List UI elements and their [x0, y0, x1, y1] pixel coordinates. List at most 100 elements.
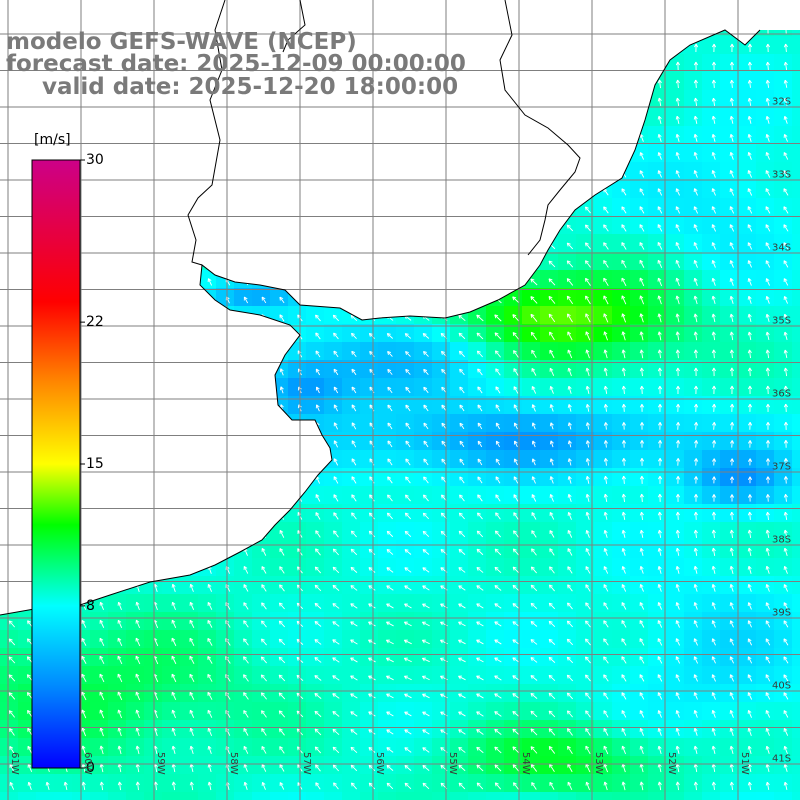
field-cell — [612, 486, 631, 505]
wind-arrow — [765, 367, 770, 377]
field-cell — [360, 792, 379, 800]
field-cell — [720, 774, 739, 793]
field-cell — [612, 648, 631, 667]
field-cell — [720, 720, 739, 739]
field-cell — [396, 738, 415, 757]
wind-arrow — [657, 115, 662, 124]
field-cell — [252, 774, 271, 793]
field-cell — [666, 486, 685, 505]
field-cell — [432, 702, 451, 721]
wind-arrow — [729, 476, 735, 484]
field-cell — [396, 720, 415, 739]
field-cell — [324, 342, 343, 361]
wind-arrow — [765, 331, 770, 341]
field-cell — [486, 450, 505, 469]
field-cell — [792, 468, 800, 487]
field-cell — [414, 558, 433, 577]
field-cell — [630, 666, 649, 685]
field-cell — [756, 684, 775, 703]
field-cell — [684, 594, 703, 613]
field-cell — [630, 432, 649, 451]
field-cell — [486, 468, 505, 487]
wind-arrow — [530, 331, 538, 341]
wind-arrow — [675, 422, 681, 430]
field-cell — [594, 450, 613, 469]
field-cell — [720, 468, 739, 487]
field-cell — [774, 414, 793, 433]
wind-arrow — [603, 242, 609, 250]
field-cell — [630, 162, 649, 181]
field-cell — [756, 270, 775, 289]
field-cell — [90, 792, 109, 800]
wind-arrow — [423, 494, 429, 502]
field-cell — [774, 576, 793, 595]
field-cell — [702, 594, 721, 613]
field-cell — [738, 342, 757, 361]
field-cell — [738, 558, 757, 577]
field-cell — [540, 540, 559, 559]
wind-arrow — [729, 277, 734, 286]
field-cell — [774, 54, 793, 73]
field-cell — [792, 270, 800, 289]
field-cell — [666, 90, 685, 109]
field-cell — [576, 756, 595, 775]
field-cell — [702, 126, 721, 145]
field-cell — [702, 774, 721, 793]
field-cell — [612, 432, 631, 451]
field-cell — [378, 576, 397, 595]
field-cell — [666, 450, 685, 469]
field-cell — [720, 738, 739, 757]
field-cell — [522, 774, 541, 793]
field-cell — [252, 558, 271, 577]
wind-arrow — [441, 404, 447, 412]
wind-arrow — [765, 385, 771, 395]
field-cell — [468, 450, 487, 469]
field-cell — [756, 468, 775, 487]
field-cell — [666, 144, 685, 163]
field-cell — [180, 792, 199, 800]
field-cell — [720, 324, 739, 343]
wind-arrow — [513, 458, 518, 466]
field-cell — [324, 792, 343, 800]
field-cell — [198, 576, 217, 595]
field-cell — [720, 90, 739, 109]
field-cell — [558, 342, 577, 361]
wind-arrow — [405, 351, 411, 357]
wind-arrow — [351, 476, 357, 484]
field-cell — [774, 306, 793, 325]
field-cell — [684, 648, 703, 667]
wind-arrow — [747, 367, 752, 377]
field-cell — [144, 594, 163, 613]
wind-arrow — [333, 494, 339, 502]
field-cell — [666, 522, 685, 541]
field-cell — [360, 414, 379, 433]
field-cell — [630, 522, 649, 541]
wind-arrow — [765, 421, 771, 430]
wind-arrow — [765, 313, 770, 322]
wind-arrow — [405, 404, 411, 412]
field-cell — [162, 720, 181, 739]
field-cell — [162, 576, 181, 595]
wind-arrow — [369, 494, 375, 502]
field-cell — [594, 486, 613, 505]
field-cell — [792, 594, 800, 613]
wind-arrow — [603, 440, 608, 448]
field-cell — [648, 468, 667, 487]
field-cell — [594, 774, 613, 793]
field-cell — [486, 594, 505, 613]
field-cell — [666, 252, 685, 271]
wind-arrow — [729, 260, 734, 268]
longitude-label: 51W — [739, 752, 750, 775]
wind-arrow — [729, 422, 735, 430]
wind-arrow — [657, 188, 663, 196]
wind-arrow — [603, 260, 609, 268]
field-cell — [720, 36, 739, 55]
wind-arrow — [423, 351, 429, 357]
field-cell — [648, 378, 667, 397]
field-cell — [756, 216, 775, 235]
wind-arrow — [477, 440, 483, 448]
wind-arrow — [567, 440, 572, 448]
field-cell — [666, 162, 685, 181]
wind-arrow — [315, 368, 321, 376]
wind-arrow — [747, 188, 753, 196]
